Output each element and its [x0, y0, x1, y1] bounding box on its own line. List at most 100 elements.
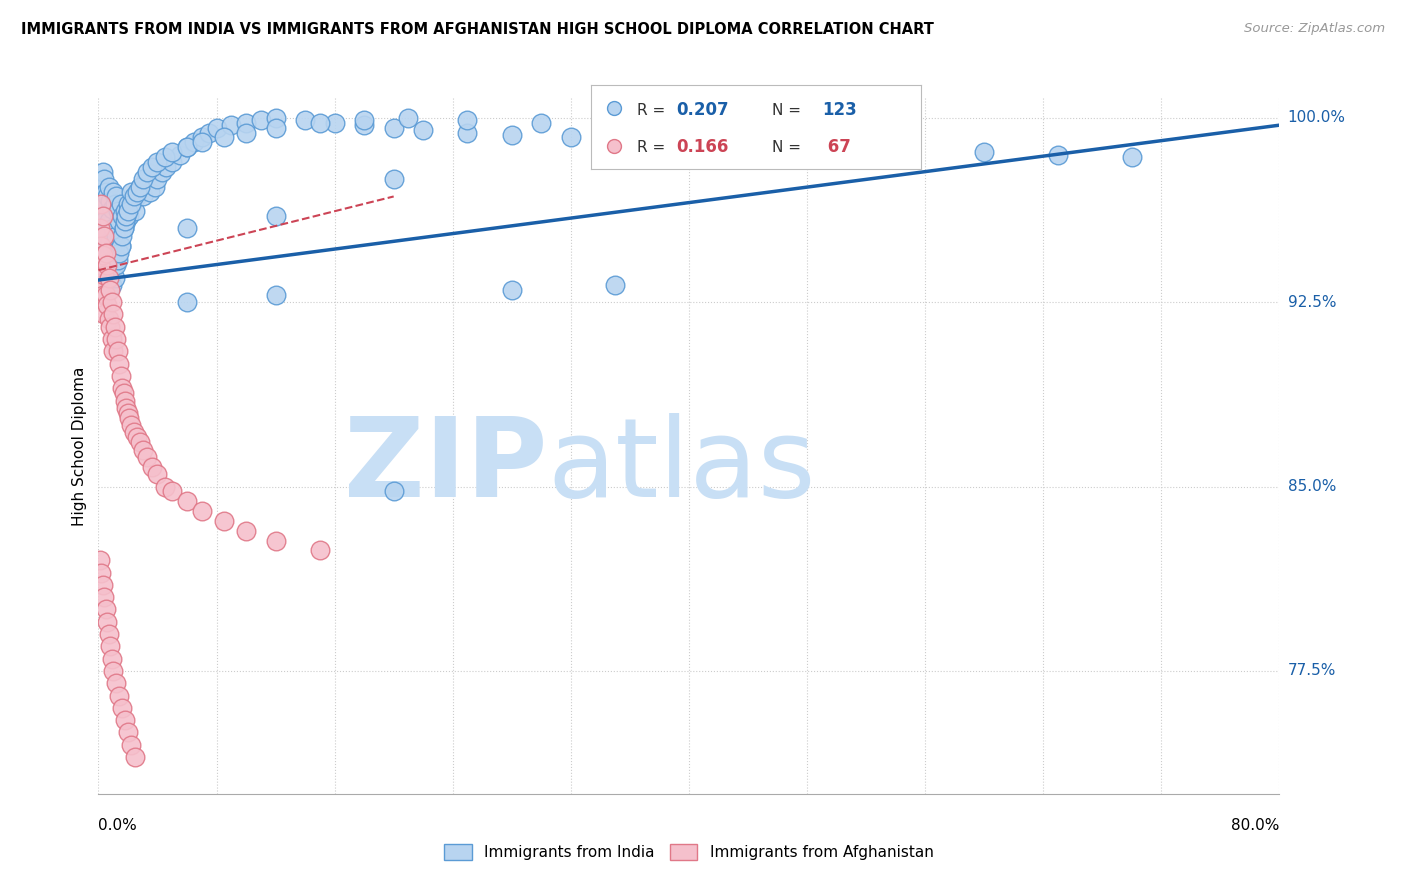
Point	[114, 393, 136, 408]
Point	[98, 319, 121, 334]
Point	[97, 312, 120, 326]
Point	[114, 214, 136, 228]
Point	[1046, 147, 1069, 161]
Point	[103, 263, 125, 277]
Point	[150, 165, 173, 179]
Point	[120, 738, 142, 752]
Point	[132, 189, 155, 203]
Point	[108, 214, 131, 228]
Point	[91, 258, 114, 272]
Point	[104, 319, 127, 334]
Y-axis label: High School Diploma: High School Diploma	[72, 367, 87, 525]
Point	[120, 197, 142, 211]
Text: 92.5%: 92.5%	[1288, 294, 1336, 310]
Point	[93, 591, 115, 605]
Text: N =: N =	[772, 103, 806, 118]
Point	[605, 277, 627, 292]
Point	[110, 238, 132, 252]
Point	[117, 406, 139, 420]
Point	[560, 130, 582, 145]
Point	[91, 578, 114, 592]
Point	[153, 150, 176, 164]
Point	[141, 160, 163, 174]
Point	[132, 442, 155, 457]
Point	[382, 172, 405, 186]
Text: 0.0%: 0.0%	[98, 818, 138, 832]
Point	[219, 118, 242, 132]
Point	[89, 553, 111, 567]
Point	[96, 298, 118, 312]
Point	[97, 270, 120, 285]
Point	[100, 295, 122, 310]
Point	[125, 189, 148, 203]
Point	[264, 287, 287, 301]
Point	[105, 676, 128, 690]
Point	[117, 204, 139, 219]
Point	[98, 283, 121, 297]
Point	[110, 197, 132, 211]
Text: 67: 67	[821, 138, 851, 156]
Point	[108, 689, 131, 703]
Point	[456, 126, 478, 140]
Point	[94, 602, 117, 616]
Point	[94, 253, 117, 268]
Point	[100, 241, 122, 255]
Point	[112, 221, 135, 235]
Point	[294, 113, 316, 128]
Point	[96, 615, 118, 629]
Point	[114, 204, 136, 219]
Point	[619, 133, 641, 147]
Point	[235, 126, 257, 140]
Point	[235, 116, 257, 130]
Point	[94, 219, 117, 233]
Point	[353, 118, 375, 132]
Point	[91, 197, 114, 211]
Point	[111, 209, 134, 223]
Text: 85.0%: 85.0%	[1288, 479, 1336, 494]
Point	[98, 640, 121, 654]
Point	[105, 228, 128, 243]
Point	[105, 189, 128, 203]
Point	[97, 283, 120, 297]
Text: 77.5%: 77.5%	[1288, 664, 1336, 679]
Point	[153, 479, 176, 493]
Point	[91, 209, 114, 223]
Point	[146, 467, 169, 482]
Point	[107, 204, 129, 219]
Point	[309, 116, 332, 130]
Point	[125, 430, 148, 444]
Point	[212, 514, 235, 528]
Point	[96, 258, 118, 272]
Point	[97, 179, 120, 194]
Point	[110, 368, 132, 383]
Point	[97, 248, 120, 262]
Point	[108, 357, 131, 371]
Text: R =: R =	[637, 140, 669, 155]
Point	[146, 155, 169, 169]
Point	[128, 179, 150, 194]
Point	[107, 244, 129, 258]
Point	[93, 228, 115, 243]
Point	[89, 258, 111, 272]
Point	[91, 228, 114, 243]
Point	[501, 128, 523, 142]
Point	[100, 651, 122, 665]
Point	[90, 246, 112, 260]
Point	[124, 204, 146, 219]
Point	[501, 283, 523, 297]
Text: atlas: atlas	[547, 413, 815, 520]
Point	[135, 172, 157, 186]
Point	[122, 425, 145, 440]
Point	[191, 136, 214, 150]
Point	[146, 172, 169, 186]
Point	[162, 484, 183, 499]
Point	[353, 113, 375, 128]
Point	[115, 214, 138, 228]
Point	[162, 145, 183, 160]
Point	[323, 116, 346, 130]
Point	[94, 246, 117, 260]
Point	[117, 197, 139, 211]
Point	[118, 209, 141, 223]
Point	[104, 270, 127, 285]
Point	[118, 410, 141, 425]
